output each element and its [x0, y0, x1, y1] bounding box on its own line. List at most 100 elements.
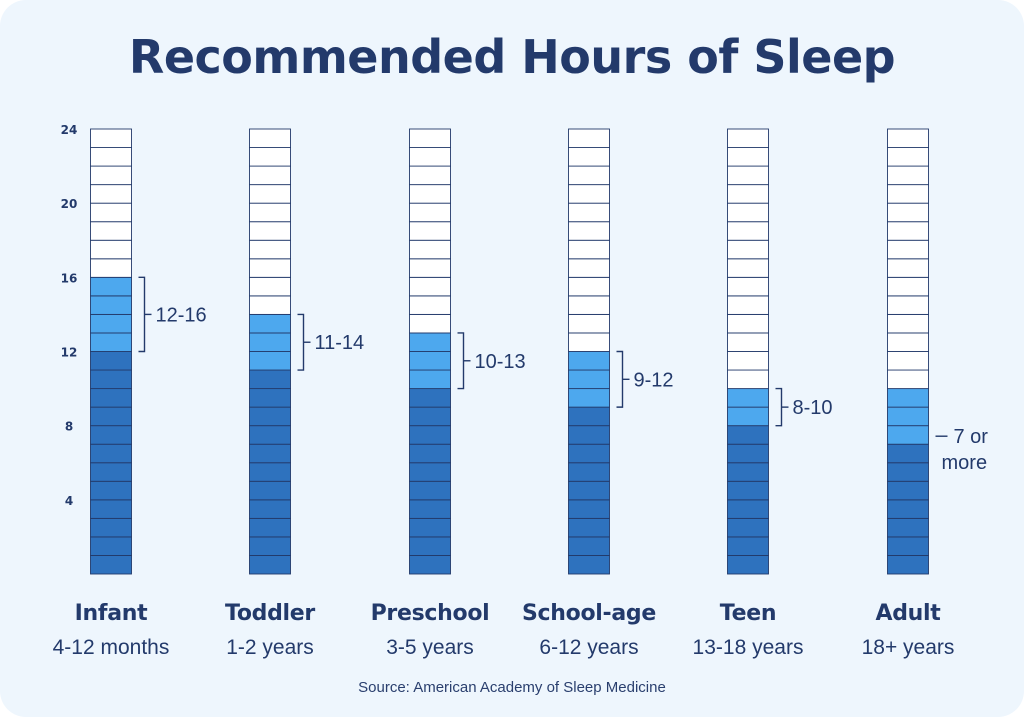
hour-cell-minimum: [409, 425, 451, 445]
range-bracket: [457, 332, 465, 390]
source-note: Source: American Academy of Sleep Medici…: [358, 679, 666, 696]
range-label: 10-13: [475, 351, 526, 373]
hour-cell-minimum: [249, 443, 291, 464]
bar-column-adult: 7 or more Adult 18+ years: [862, 128, 989, 659]
bar-column-infant: 12-16 Infant 4-12 months: [53, 128, 207, 659]
hour-cell-range: [90, 295, 132, 315]
range-bracket: [616, 350, 624, 408]
hour-cell-range: [568, 388, 610, 408]
hour-cell-range: [90, 332, 132, 352]
hour-cell-empty: [727, 202, 769, 223]
category-label: Toddler: [225, 601, 315, 626]
hour-cell-minimum: [727, 555, 769, 575]
hour-cell-minimum: [409, 462, 451, 482]
hour-cell-empty: [727, 313, 769, 334]
hour-cell-minimum: [249, 517, 291, 538]
page-title: Recommended Hours of Sleep: [128, 30, 896, 84]
hour-cell-empty: [887, 295, 929, 315]
hour-cell-empty: [249, 128, 291, 148]
hour-cell-empty: [727, 295, 769, 315]
range-label: 8-10: [793, 397, 833, 419]
range-bracket: [138, 276, 146, 353]
age-range-label: 13-18 years: [693, 636, 804, 659]
hour-cell-minimum: [409, 517, 451, 538]
hour-cell-minimum: [887, 517, 929, 538]
hour-cell-range: [249, 332, 291, 352]
hour-cell-minimum: [90, 369, 132, 390]
hour-cell-empty: [727, 332, 769, 352]
hour-cell-range: [727, 388, 769, 408]
hour-cell-minimum: [90, 480, 132, 501]
hour-cell-empty: [727, 221, 769, 241]
hour-cell-empty: [568, 258, 610, 278]
hour-cell-minimum: [90, 499, 132, 519]
hour-cell-empty: [249, 239, 291, 260]
hour-cell-empty: [90, 239, 132, 260]
hour-cell-minimum: [727, 517, 769, 538]
hour-cell-empty: [409, 295, 451, 315]
hour-cell-range: [409, 332, 451, 352]
hour-cell-minimum: [249, 462, 291, 482]
hour-cell-minimum: [90, 462, 132, 482]
hour-cell-empty: [409, 165, 451, 186]
hour-cell-minimum: [409, 480, 451, 501]
hour-cell-empty: [249, 202, 291, 223]
age-range-label: 18+ years: [862, 636, 955, 659]
range-bracket: [297, 313, 305, 371]
hour-cell-range: [568, 369, 610, 390]
hour-cell-minimum: [90, 351, 132, 371]
hour-cell-minimum: [727, 443, 769, 464]
hour-cell-minimum: [568, 443, 610, 464]
hour-cell-minimum: [568, 425, 610, 445]
hour-cell-minimum: [727, 462, 769, 482]
hour-cell-empty: [727, 369, 769, 390]
category-label: Teen: [720, 601, 776, 626]
hour-cell-empty: [568, 276, 610, 297]
hour-cell-range: [90, 276, 132, 297]
hour-cell-empty: [90, 128, 132, 148]
hour-cell-minimum: [249, 406, 291, 427]
bar-column-teen: 8-10 Teen 13-18 years: [693, 128, 833, 659]
hour-cell-range: [409, 369, 451, 390]
hour-cell-minimum: [887, 555, 929, 575]
hour-cell-range: [887, 388, 929, 408]
hour-cell-empty: [568, 239, 610, 260]
hour-cell-minimum: [249, 555, 291, 575]
hour-cell-minimum: [887, 480, 929, 501]
y-tick-label: 12: [61, 346, 78, 360]
hour-cell-empty: [249, 165, 291, 186]
range-bracket: [775, 387, 783, 427]
hour-cell-empty: [727, 258, 769, 278]
hour-cell-empty: [409, 184, 451, 204]
hour-cell-empty: [90, 184, 132, 204]
hour-cell-empty: [90, 202, 132, 223]
hour-cell-empty: [409, 202, 451, 223]
hour-cell-empty: [568, 202, 610, 223]
hour-cell-empty: [887, 221, 929, 241]
hour-cell-range: [249, 351, 291, 371]
hour-cell-range: [409, 351, 451, 371]
hour-cell-empty: [727, 147, 769, 167]
hour-cell-empty: [887, 202, 929, 223]
hour-cell-empty: [568, 313, 610, 334]
hour-cell-empty: [568, 184, 610, 204]
hour-cell-empty: [249, 276, 291, 297]
bar-column-toddler: 11-14 Toddler 1-2 years: [225, 128, 364, 659]
y-axis-ticks: 4 8 12 16 20 24: [61, 123, 78, 508]
age-range-label: 3-5 years: [386, 636, 474, 659]
hour-cell-empty: [887, 258, 929, 278]
category-label: Preschool: [371, 601, 490, 626]
range-label: 7 or more: [942, 426, 989, 474]
hour-cell-range: [568, 351, 610, 371]
hour-cell-empty: [568, 332, 610, 352]
hour-cell-empty: [887, 184, 929, 204]
hour-cell-minimum: [90, 406, 132, 427]
hour-cell-empty: [727, 276, 769, 297]
hour-cell-minimum: [409, 406, 451, 427]
age-range-label: 6-12 years: [539, 636, 638, 659]
bar-column-preschool: 10-13 Preschool 3-5 years: [371, 128, 526, 659]
range-label: 9-12: [634, 369, 674, 391]
hour-cell-minimum: [887, 443, 929, 464]
